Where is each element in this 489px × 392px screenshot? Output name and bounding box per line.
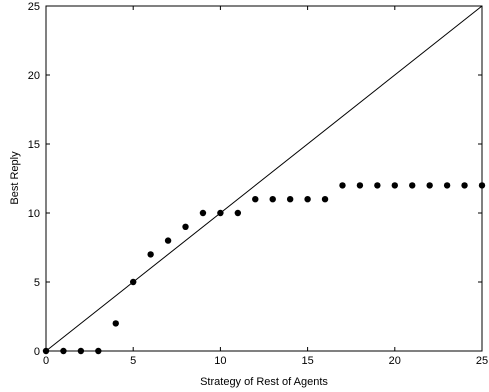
data-point [391,182,398,189]
x-tick-label: 20 [389,355,401,367]
data-point [252,196,259,203]
data-point [147,251,154,258]
plot-box [45,5,483,352]
data-point [77,347,85,355]
x-axis-title: Strategy of Rest of Agents [200,376,328,388]
data-point [478,182,486,189]
data-point [426,182,433,189]
data-point [461,182,468,189]
data-point [234,209,242,217]
data-point [182,223,189,230]
diagonal-line [45,5,483,352]
y-tick-label: 15 [28,139,40,151]
data-point [286,196,294,203]
y-axis-title: Best Reply [9,151,21,205]
data-point [95,347,102,355]
y-axis: 0 5 10 15 20 25 [28,1,482,358]
series-layer [42,5,486,355]
data-point [269,196,276,203]
data-point [374,182,381,189]
data-point [409,182,416,189]
data-point [164,237,172,244]
data-point [304,196,311,203]
data-point [443,182,451,189]
y-tick-label: 20 [28,70,40,82]
data-point [356,182,364,189]
x-tick-label: 15 [301,355,313,367]
x-axis: 0 5 10 15 20 25 [43,6,488,367]
y-tick-label: 10 [28,208,40,220]
data-point [339,182,346,189]
data-point [112,320,119,327]
x-tick-label: 25 [476,355,488,367]
data-point [199,209,207,217]
x-tick-label: 5 [130,355,136,367]
data-point [321,196,329,203]
data-point [60,347,67,355]
y-tick-label: 0 [34,346,40,358]
y-tick-label: 5 [34,277,40,289]
y-tick-label: 25 [28,1,40,13]
x-tick-label: 10 [214,355,226,367]
x-tick-label: 0 [43,355,49,367]
